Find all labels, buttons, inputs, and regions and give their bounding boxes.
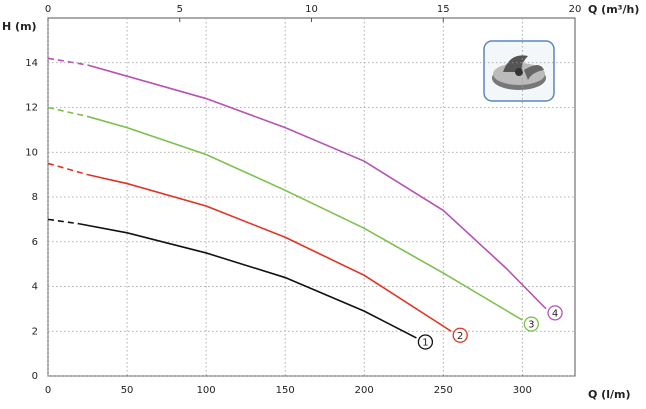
y-tick-label: 10 bbox=[25, 147, 38, 158]
series-badge bbox=[547, 305, 563, 321]
series-line bbox=[87, 64, 547, 310]
x-tick-label: 0 bbox=[45, 385, 51, 396]
x-tick-label: 150 bbox=[276, 385, 295, 396]
x2-tick-label: 10 bbox=[305, 4, 318, 15]
y-axis-label: H (m) bbox=[2, 20, 37, 33]
series-line-dashed bbox=[47, 57, 88, 66]
x-tick-label: 300 bbox=[513, 385, 532, 396]
x-tick-label: 200 bbox=[355, 385, 374, 396]
y-tick-label: 0 bbox=[32, 371, 38, 382]
series-line bbox=[87, 173, 452, 332]
y-tick-label: 2 bbox=[32, 326, 38, 337]
impeller-icon bbox=[483, 40, 555, 102]
series-line bbox=[79, 223, 417, 339]
x-tick-label: 250 bbox=[434, 385, 453, 396]
series-line-dashed bbox=[47, 162, 88, 176]
x-tick-label: 100 bbox=[197, 385, 216, 396]
y-tick-label: 4 bbox=[32, 282, 38, 293]
x2-tick-label: 20 bbox=[569, 4, 582, 15]
x-axis-label: Q (l/m) bbox=[588, 388, 631, 401]
x2-axis-label: Q (m³/h) bbox=[588, 3, 639, 16]
y-tick-label: 12 bbox=[25, 103, 38, 114]
y-tick-label: 8 bbox=[32, 192, 38, 203]
series-name: 4 bbox=[552, 308, 558, 319]
series-badge bbox=[417, 334, 434, 350]
series-line bbox=[87, 115, 523, 321]
y-tick-label: 14 bbox=[25, 58, 38, 69]
series-badge bbox=[452, 327, 468, 343]
series-badge bbox=[523, 316, 539, 332]
x2-tick-label: 5 bbox=[177, 4, 183, 15]
x2-tick-label: 15 bbox=[437, 4, 450, 15]
series-line-dashed bbox=[47, 106, 88, 118]
series-line-dashed bbox=[47, 218, 80, 225]
x2-tick-label: 0 bbox=[45, 4, 51, 15]
series-name: 2 bbox=[457, 331, 463, 342]
series-name: 3 bbox=[528, 320, 534, 331]
series-name: 1 bbox=[422, 337, 428, 348]
x-tick-label: 50 bbox=[121, 385, 134, 396]
y-tick-label: 6 bbox=[32, 237, 38, 248]
